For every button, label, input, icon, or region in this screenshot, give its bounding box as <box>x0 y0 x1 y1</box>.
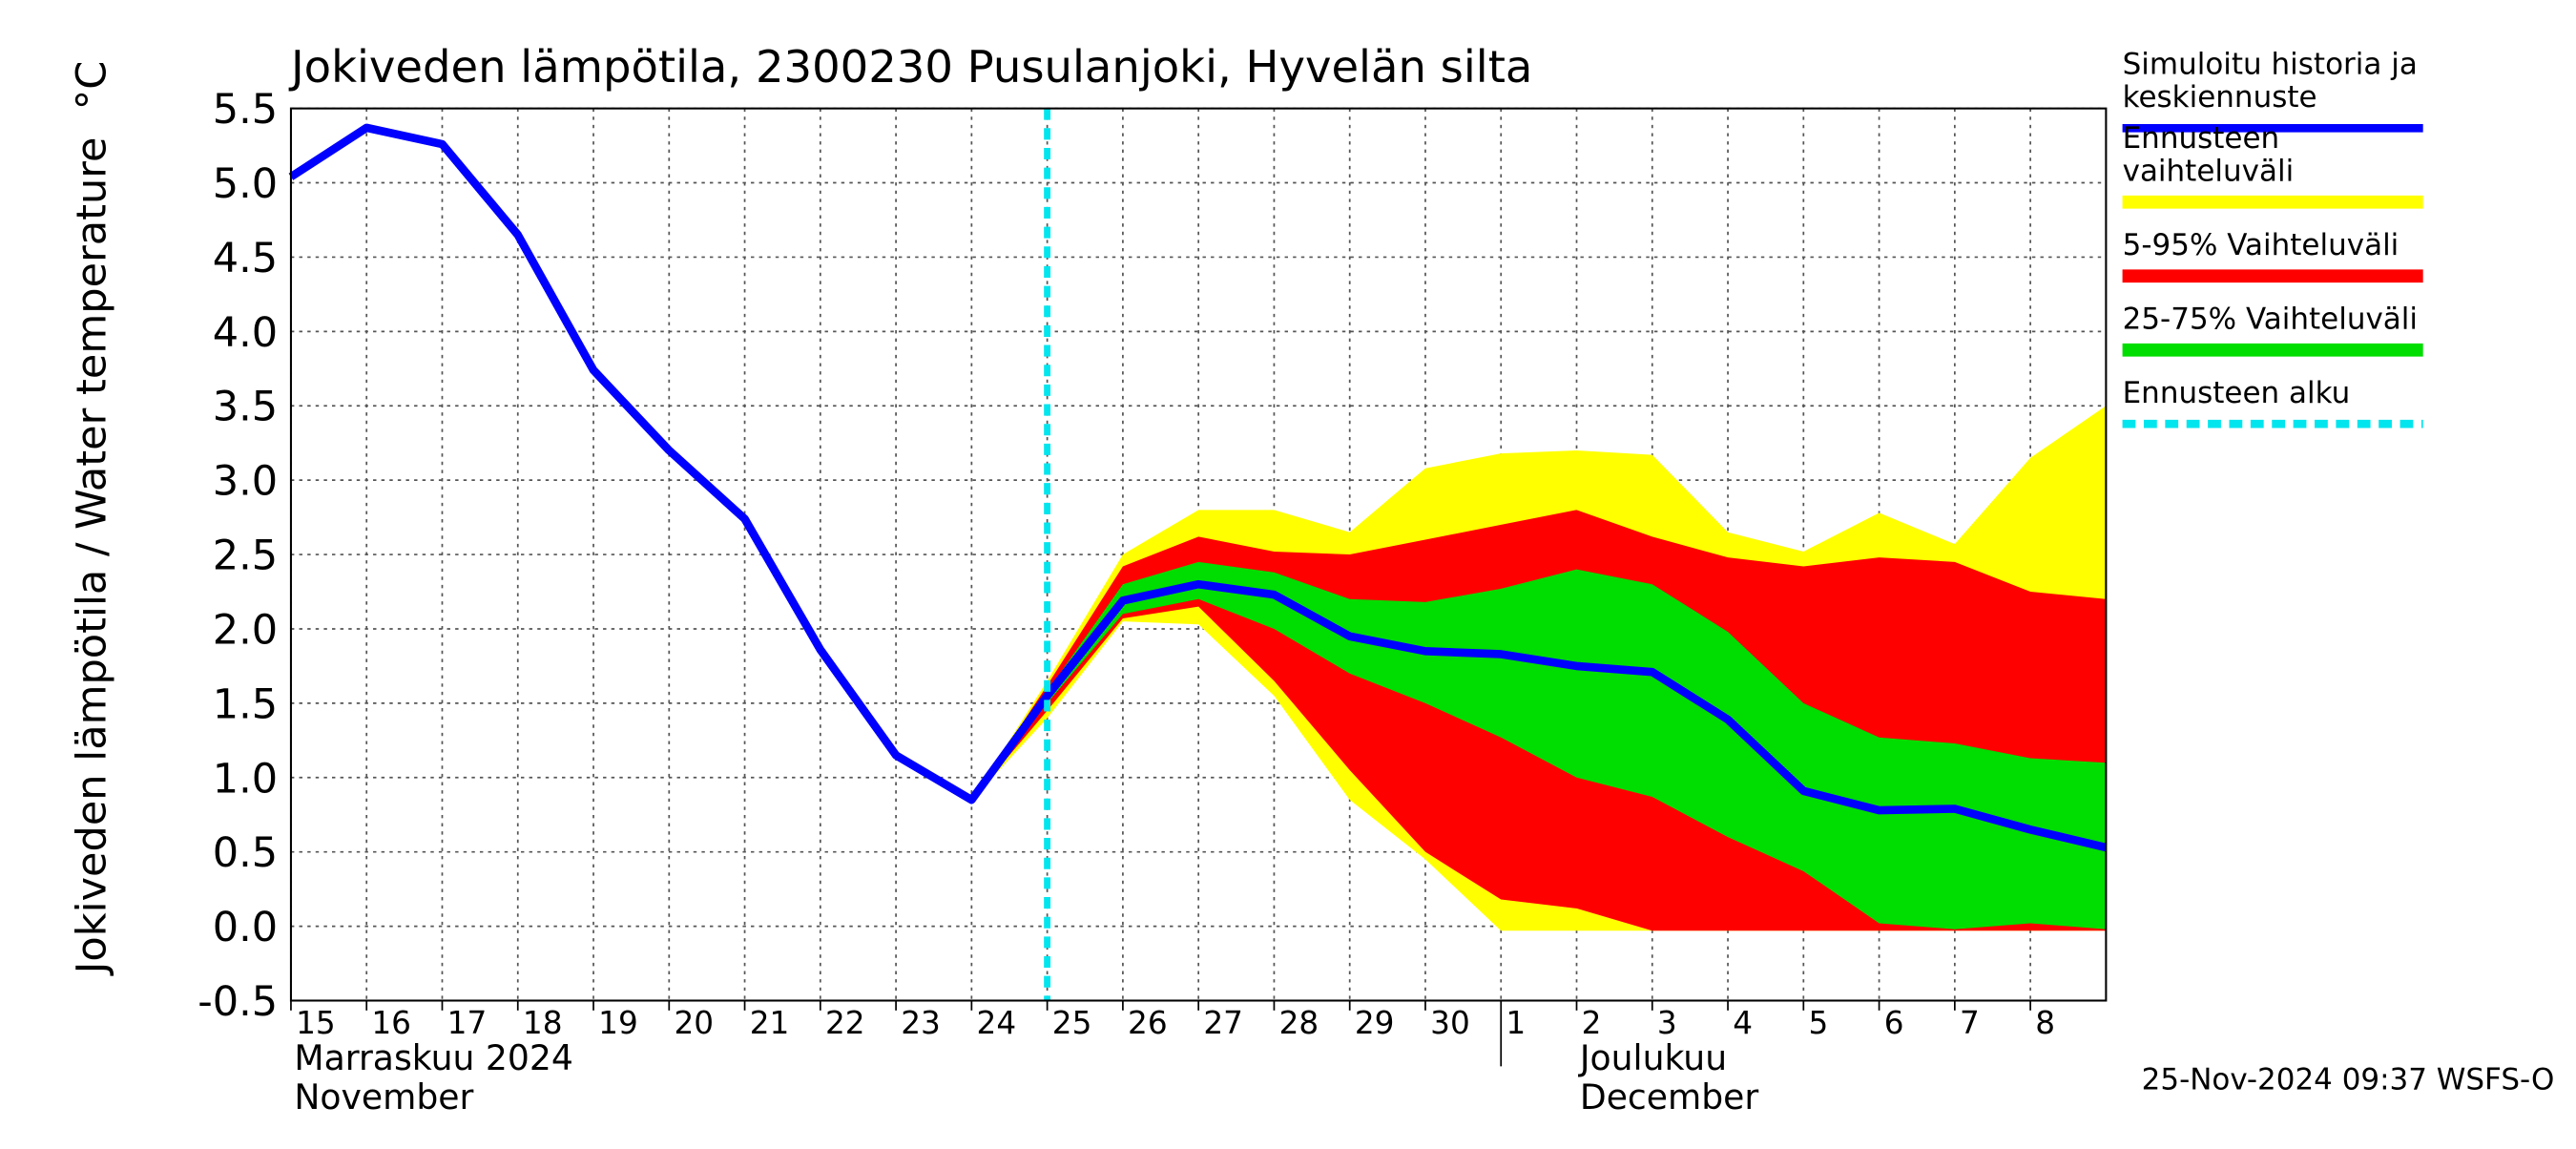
legend-label-box: Simuloitu historia ja keskiennuste <box>2122 47 2418 115</box>
x-tick-label: 26 <box>1128 1005 1168 1041</box>
y-tick-label: -0.5 <box>197 978 278 1026</box>
y-tick-label: 1.0 <box>213 755 278 803</box>
line <box>288 123 2108 852</box>
y-tick-label: 3.5 <box>213 384 278 431</box>
month-label: Marraskuu 2024 <box>294 1037 572 1078</box>
legend-label-box: Ennusteen alku <box>2122 376 2351 411</box>
x-tick-label: 6 <box>1884 1005 1904 1041</box>
x-tick-label: 18 <box>523 1005 563 1041</box>
month-label: November <box>294 1076 473 1118</box>
x-tick-label: 30 <box>1430 1005 1470 1041</box>
legend-label: 25-75% Vaihteluväli <box>2122 302 2419 337</box>
y-tick-label: 5.0 <box>213 160 278 208</box>
y-tick-label: 5.5 <box>213 86 278 134</box>
x-tick-label: 25 <box>1052 1005 1092 1041</box>
x-tick-label: 19 <box>598 1005 638 1041</box>
x-tick-label: 15 <box>296 1005 336 1041</box>
x-tick-label: 4 <box>1733 1005 1753 1041</box>
y-tick-label: 2.0 <box>213 606 278 654</box>
y-tick-label: 0.0 <box>213 904 278 951</box>
legend-label-box: Ennusteen vaihteluväli <box>2122 121 2295 189</box>
legend-label: 5-95% Vaihteluväli <box>2122 228 2399 263</box>
month-label: Joulukuu <box>1578 1037 1727 1078</box>
x-tick-label: 8 <box>2035 1005 2055 1041</box>
legend-label-box: 25-75% Vaihteluväli <box>2122 302 2419 337</box>
chart-title: Jokiveden lämpötila, 2300230 Pusulanjoki… <box>288 41 1532 93</box>
x-tick-label: 27 <box>1203 1005 1243 1041</box>
y-axis-label: Jokiveden lämpötila / Water temperature <box>68 137 115 977</box>
x-tick-label: 1 <box>1506 1005 1526 1041</box>
x-tick-label: 3 <box>1657 1005 1677 1041</box>
plot-frame <box>289 107 2108 1002</box>
month-label: December <box>1580 1076 1759 1118</box>
x-tick-label: 16 <box>371 1005 411 1041</box>
x-tick-label: 5 <box>1808 1005 1828 1041</box>
band <box>971 561 2107 930</box>
x-tick-label: 20 <box>674 1005 714 1041</box>
footer: 25-Nov-2024 09:37 WSFS-O <box>2142 1062 2555 1097</box>
y-tick-label: 4.0 <box>213 309 278 357</box>
legend-label: Simuloitu historia ja keskiennuste <box>2122 47 2418 115</box>
y-tick-label: 2.5 <box>213 533 278 580</box>
y-tick-label: 3.0 <box>213 458 278 506</box>
x-tick-label: 29 <box>1355 1005 1395 1041</box>
x-tick-label: 7 <box>1960 1005 1980 1041</box>
x-tick-label: 23 <box>901 1005 941 1041</box>
y-tick-label: 1.5 <box>213 680 278 728</box>
legend-label: Ennusteen vaihteluväli <box>2122 121 2295 189</box>
x-tick-label: 17 <box>447 1005 488 1041</box>
x-tick-label: 2 <box>1582 1005 1602 1041</box>
y-axis-unit: °C <box>68 61 115 111</box>
legend-label: Ennusteen alku <box>2122 376 2351 411</box>
y-tick-label: 0.5 <box>213 829 278 877</box>
x-tick-label: 24 <box>977 1005 1017 1041</box>
y-tick-label: 4.5 <box>213 235 278 282</box>
x-tick-label: 22 <box>825 1005 865 1041</box>
x-tick-label: 21 <box>750 1005 790 1041</box>
legend-label-box: 5-95% Vaihteluväli <box>2122 228 2399 263</box>
x-tick-label: 28 <box>1279 1005 1319 1041</box>
